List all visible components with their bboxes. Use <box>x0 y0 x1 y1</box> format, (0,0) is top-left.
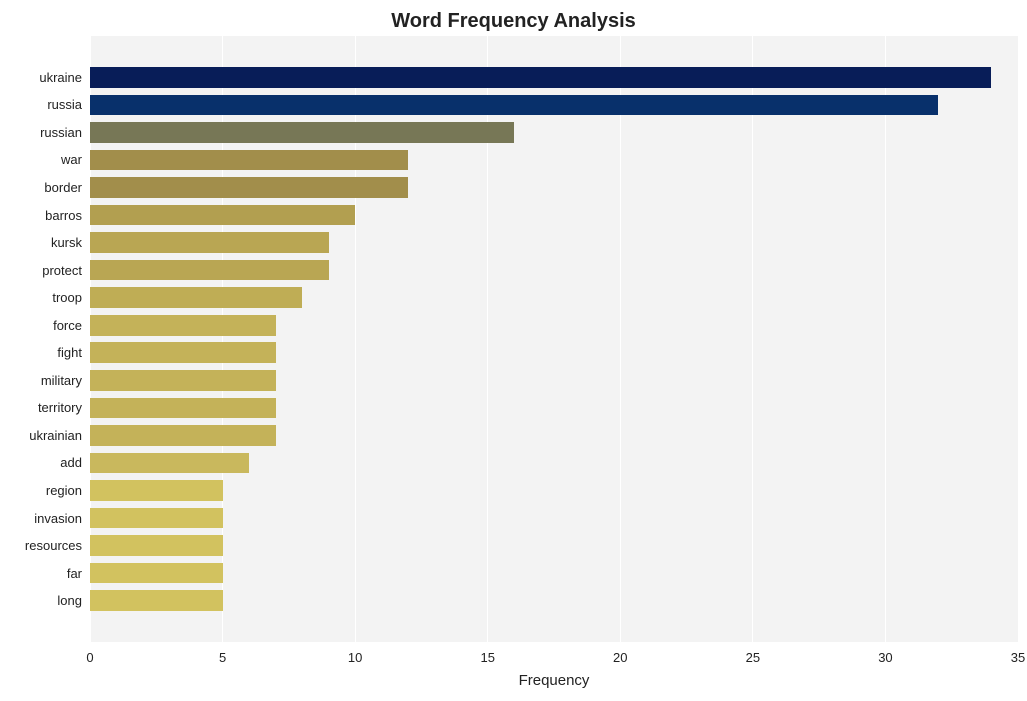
bar-row <box>90 67 1018 88</box>
bar <box>90 480 223 501</box>
bar-row <box>90 508 1018 529</box>
bar <box>90 590 223 611</box>
y-tick-label: add <box>2 455 82 470</box>
chart-title: Word Frequency Analysis <box>0 10 1027 33</box>
bar <box>90 563 223 584</box>
bar-row <box>90 342 1018 363</box>
y-tick-label: far <box>2 566 82 581</box>
bar-row <box>90 590 1018 611</box>
y-tick-label: military <box>2 373 82 388</box>
bar <box>90 535 223 556</box>
y-tick-label: war <box>2 152 82 167</box>
bar-row <box>90 260 1018 281</box>
bar <box>90 205 355 226</box>
bar <box>90 260 329 281</box>
bar-row <box>90 315 1018 336</box>
y-tick-label: barros <box>2 208 82 223</box>
bar <box>90 122 514 143</box>
x-tick-label: 15 <box>480 650 494 665</box>
y-tick-label: russian <box>2 125 82 140</box>
y-tick-label: troop <box>2 290 82 305</box>
x-tick-label: 10 <box>348 650 362 665</box>
bar-row <box>90 535 1018 556</box>
bar <box>90 315 276 336</box>
bar-row <box>90 232 1018 253</box>
y-tick-label: ukraine <box>2 70 82 85</box>
bar <box>90 398 276 419</box>
bar-row <box>90 122 1018 143</box>
bar-row <box>90 425 1018 446</box>
bar-row <box>90 177 1018 198</box>
bar-row <box>90 398 1018 419</box>
bar <box>90 177 408 198</box>
y-tick-label: ukrainian <box>2 428 82 443</box>
y-tick-label: force <box>2 318 82 333</box>
y-tick-label: territory <box>2 400 82 415</box>
x-tick-label: 0 <box>86 650 93 665</box>
y-tick-label: long <box>2 593 82 608</box>
bar-row <box>90 563 1018 584</box>
y-tick-label: kursk <box>2 235 82 250</box>
bar-row <box>90 95 1018 116</box>
y-tick-label: region <box>2 483 82 498</box>
x-axis-title: Frequency <box>90 672 1018 689</box>
bar <box>90 95 938 116</box>
x-tick-label: 30 <box>878 650 892 665</box>
bar-row <box>90 453 1018 474</box>
bar-row <box>90 205 1018 226</box>
bar-row <box>90 150 1018 171</box>
x-tick-label: 25 <box>746 650 760 665</box>
bar <box>90 232 329 253</box>
bar <box>90 425 276 446</box>
y-tick-label: fight <box>2 345 82 360</box>
x-tick-label: 20 <box>613 650 627 665</box>
bar-row <box>90 480 1018 501</box>
bar <box>90 370 276 391</box>
y-tick-label: border <box>2 180 82 195</box>
plot-area: ukrainerussiarussianwarborderbarroskursk… <box>90 36 1018 642</box>
bar-row <box>90 287 1018 308</box>
x-tick-label: 35 <box>1011 650 1025 665</box>
bar <box>90 508 223 529</box>
bar-row <box>90 370 1018 391</box>
y-tick-label: invasion <box>2 511 82 526</box>
y-tick-label: protect <box>2 263 82 278</box>
bar <box>90 453 249 474</box>
x-tick-label: 5 <box>219 650 226 665</box>
y-tick-label: resources <box>2 538 82 553</box>
bars-container <box>90 36 1018 642</box>
y-tick-label: russia <box>2 97 82 112</box>
bar <box>90 287 302 308</box>
bar <box>90 150 408 171</box>
bar <box>90 67 991 88</box>
word-frequency-chart: Word Frequency Analysis ukrainerussiarus… <box>0 0 1027 701</box>
bar <box>90 342 276 363</box>
